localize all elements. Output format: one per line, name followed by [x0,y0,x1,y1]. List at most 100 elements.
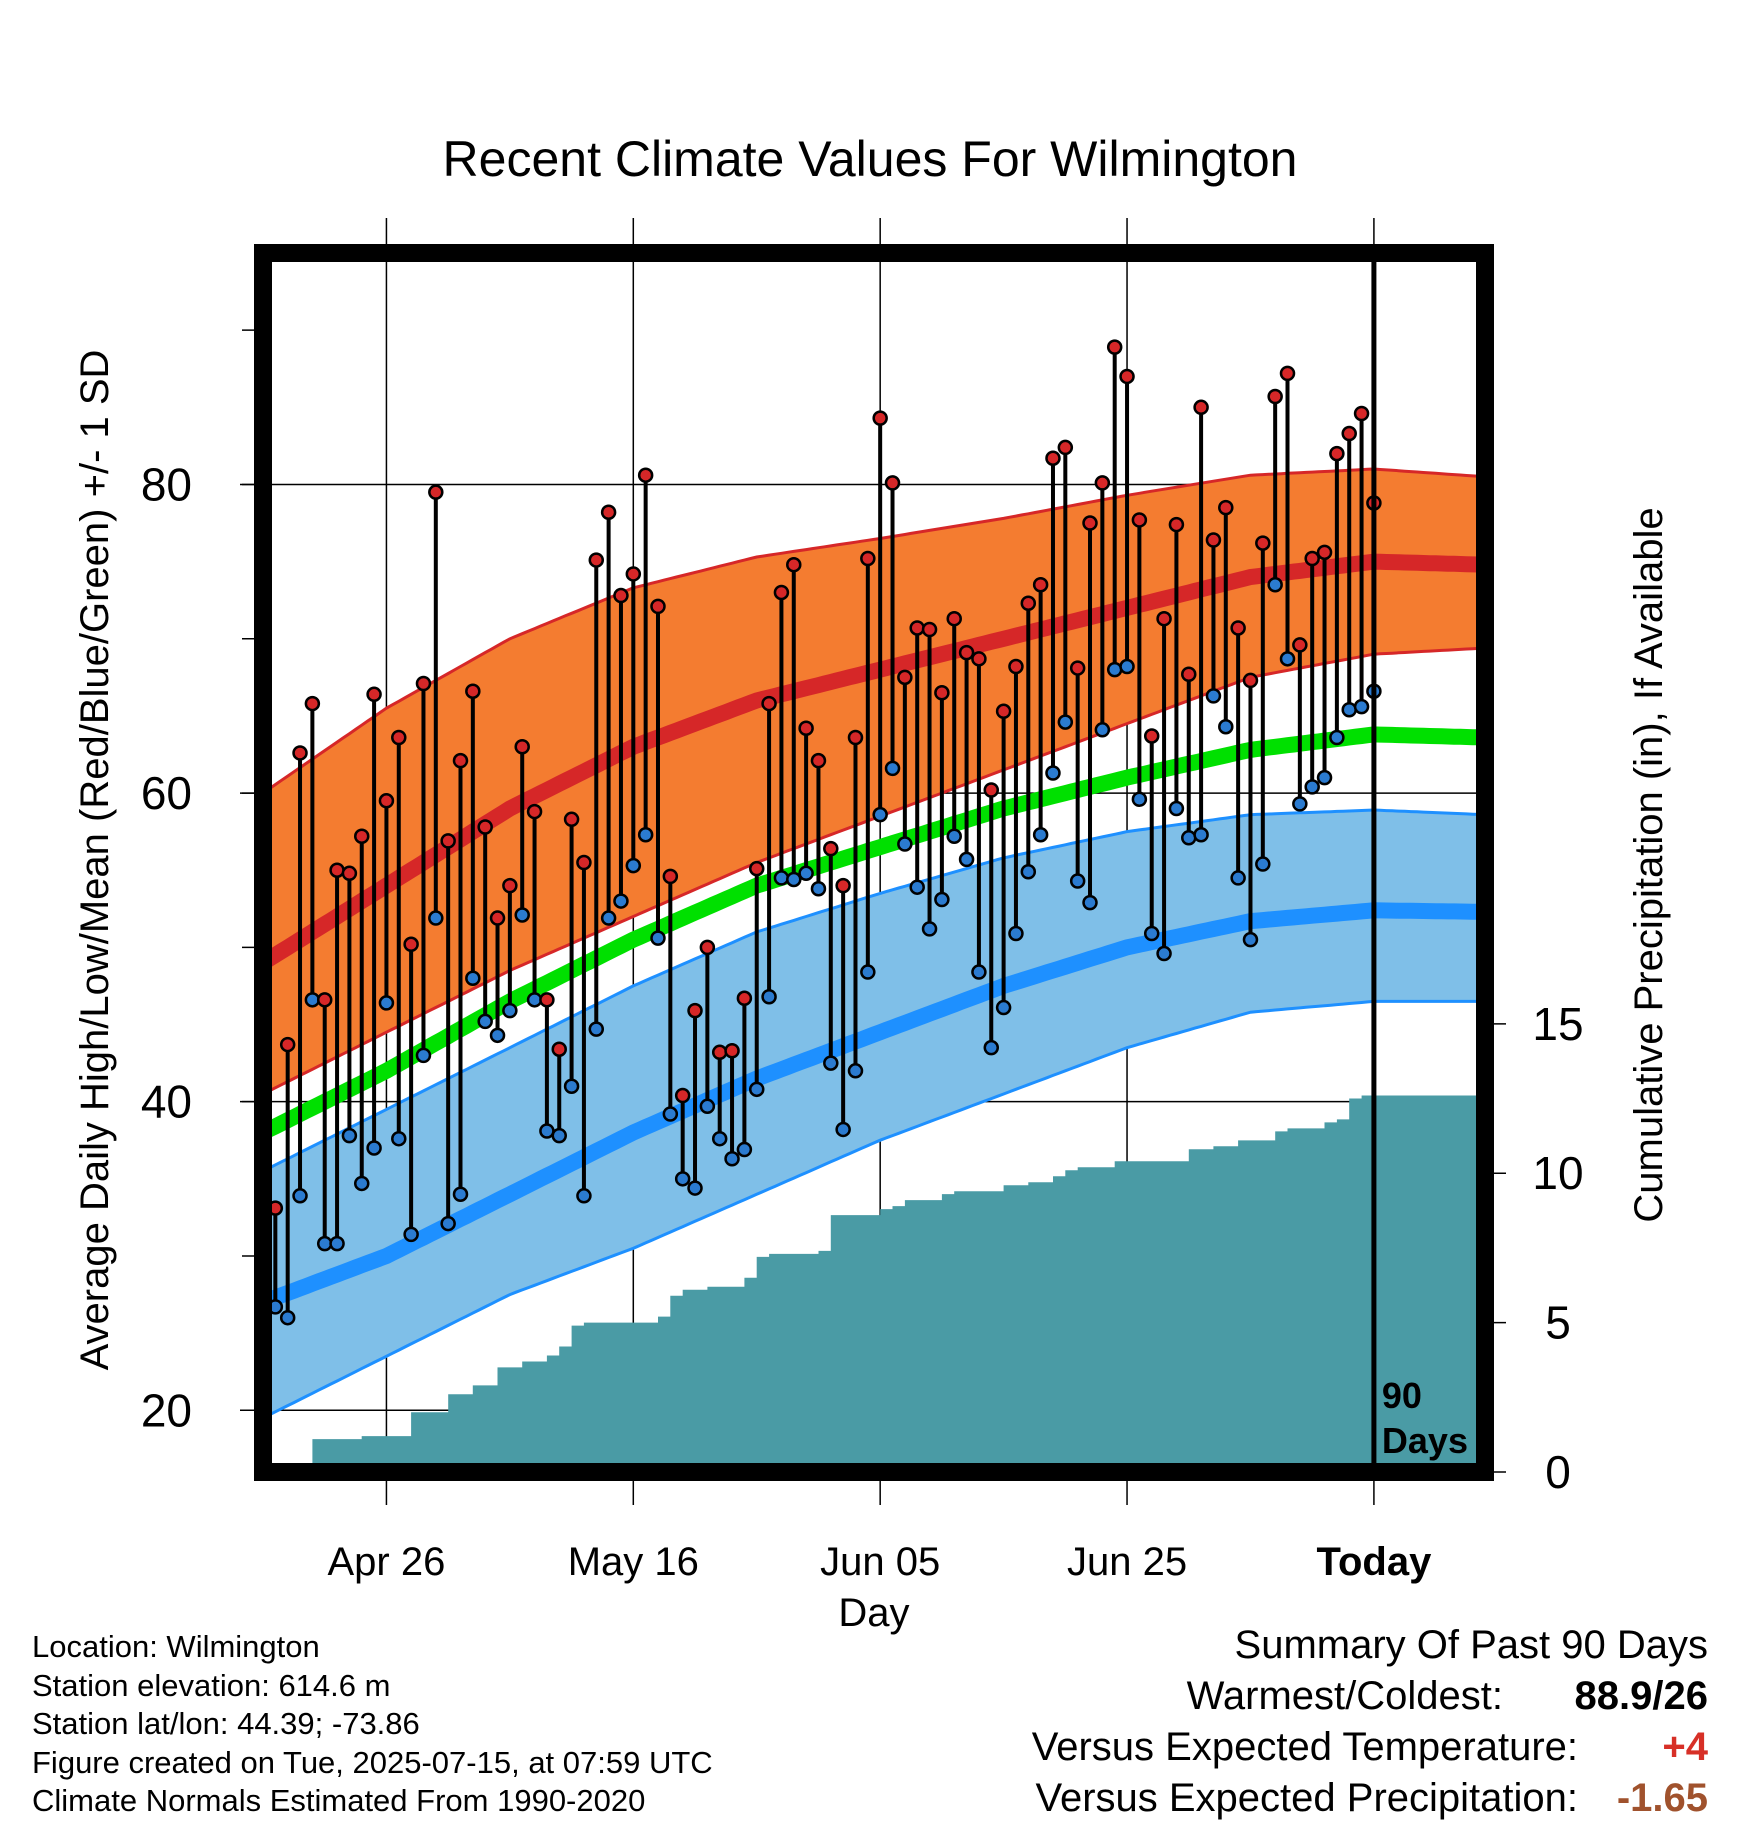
summary-warmest-label: Warmest/Coldest: [1186,1674,1503,1718]
daily-low-point [551,1127,567,1144]
precipitation-area [287,1095,1485,1472]
high-mean-line [263,553,1485,970]
summary-temp-label: Versus Expected Temperature: [1031,1725,1578,1769]
daily-high-point [897,669,913,686]
daily-low-point [1020,864,1037,880]
daily-low-point [1230,870,1246,886]
daily-low-point [563,1078,580,1094]
daily-low-point [477,1013,493,1030]
y-tick-label: 60 [141,767,192,819]
daily-high-point [847,729,864,746]
daily-high-point [452,752,469,769]
daily-high-point [1193,399,1209,416]
daily-high-point [366,686,382,703]
daily-low-point [711,1130,728,1147]
daily-high-point [1267,388,1283,405]
daily-low-point [1131,791,1148,807]
daily-low-point [304,992,321,1008]
daily-low-point [465,970,481,986]
daily-high-point [884,475,901,491]
summary-temp-row: Versus Expected Temperature: +4 [1032,1722,1708,1773]
daily-low-point [600,910,617,926]
daily-high-point [613,587,629,604]
daily-high-point [1218,499,1234,516]
x-tick-label: Apr 26 [328,1540,446,1584]
daily-low-point [1353,698,1370,715]
daily-high-point [1255,535,1271,551]
daily-low-point [872,806,888,823]
daily-high-point [687,1002,703,1019]
daily-high-point [1119,368,1135,385]
daily-low-point [502,1002,518,1019]
axes: Apr 26 May 16 Jun 05 Jun 25 Today 20 40 60 80 0 5 1… [141,329,1584,1584]
y-tick-label: 80 [141,458,192,510]
daily-low-point [773,870,790,886]
daily-high-point [835,877,851,894]
daily-low-point [1292,796,1308,812]
daily-low-point [539,1123,555,1139]
daily-low-point [613,893,629,909]
daily-low-point [637,826,654,843]
daily-high-point [1057,439,1074,456]
daily-low-point [847,1063,864,1079]
daily-high-point [1329,445,1345,462]
daily-high-point [1242,672,1259,689]
daily-high-point [329,862,345,878]
daily-high-point [1316,544,1333,561]
daily-high-point [810,752,827,769]
daily-low-point [378,995,395,1011]
daily-high-point [600,504,617,520]
daily-low-point [1304,779,1320,795]
location-text: Location: Wilmington [32,1629,320,1664]
daily-low-point [1168,800,1185,817]
chart-title: Recent Climate Values For Wilmington [443,131,1298,187]
daily-low-point [1205,688,1222,704]
y2-tick-label: 0 [1545,1446,1571,1498]
daily-low-point [934,891,950,908]
daily-high-point [403,936,419,953]
daily-high-point [1304,550,1320,567]
daily-high-point [1168,516,1185,533]
y-tick-label: 20 [141,1384,192,1436]
y2-tick-label: 10 [1532,1147,1583,1199]
daily-low-point [341,1127,358,1144]
daily-high-point [378,793,395,809]
daily-high-point [341,865,358,882]
daily-high-point [1082,515,1098,531]
plot-frame [254,244,1494,1481]
daily-low-point [860,964,876,980]
daily-high-point [724,1043,740,1059]
daily-low-point [316,1235,333,1252]
daily-high-point [1292,637,1308,653]
daily-high-point [650,598,666,615]
daily-low-point [810,880,827,897]
daily-high-point [921,621,938,638]
daily-low-point [428,910,444,926]
daily-high-point [391,729,407,746]
daily-low-point [736,1141,753,1158]
elevation-text: Station elevation: 614.6 m [32,1667,391,1703]
daily-low-point [1193,826,1209,843]
daily-low-point [921,921,938,937]
daily-low-point [1329,729,1345,746]
daily-low-point [971,964,987,980]
daily-high-point [576,854,592,871]
summary-panel: Summary Of Past 90 Days Warmest/Coldest:… [1032,1620,1708,1824]
y-axis-label-left: Average Daily High/Low/Mean (Red/Blue/Gr… [73,350,117,1371]
daily-low-point [440,1215,456,1232]
daily-low-point [1267,577,1283,593]
x-axis-label: Day [838,1591,909,1635]
daily-low-point [650,930,666,946]
daily-low-point [835,1121,851,1138]
daily-low-point [415,1047,432,1064]
daily-high-point [1279,365,1296,382]
normals-text: Climate Normals Estimated From 1990-2020 [32,1783,646,1818]
daily-low-point [1106,661,1123,678]
daily-low-point [366,1140,382,1156]
daily-low-point [983,1039,1000,1056]
daily-low-point [798,865,814,882]
daily-high-point [465,683,481,699]
summary-warmest-value: 88.9/26 [1574,1674,1708,1718]
daily-high-point [1181,666,1197,682]
